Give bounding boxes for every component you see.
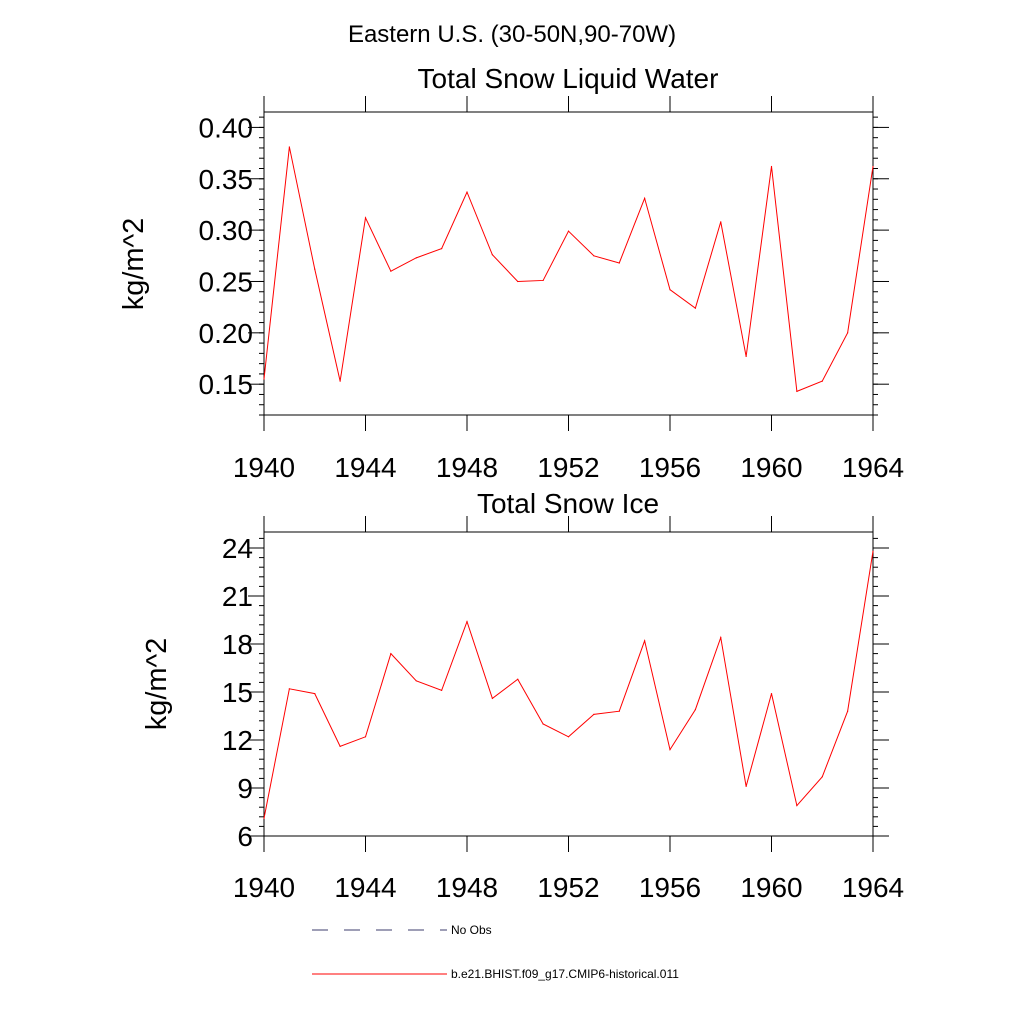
y-tick-label: 0.25 [199, 266, 254, 297]
data-point [644, 640, 646, 642]
panel-liquid-water: Total Snow Liquid Water kg/m^2 1940 1944 1… [118, 63, 904, 483]
data-point [339, 745, 341, 748]
x-tick-label: 1964 [842, 452, 904, 483]
legend-label: No Obs [451, 923, 492, 937]
legend-label: b.e21.BHIST.f09_g17.CMIP6-historical.011 [451, 967, 679, 981]
x-tick-label: 1956 [639, 872, 701, 903]
data-point [821, 380, 823, 382]
y-tick-label: 18 [222, 629, 253, 660]
data-point [567, 230, 570, 232]
legend-entry-no-obs: No Obs [312, 923, 492, 937]
data-point [872, 550, 874, 552]
data-point [872, 165, 874, 168]
x-tick-label: 1944 [334, 452, 396, 483]
data-point [821, 776, 823, 778]
y-tick-label: 0.30 [199, 215, 254, 246]
data-point [390, 653, 392, 655]
data-point [263, 378, 265, 380]
data-point [288, 688, 290, 690]
data-point [745, 785, 747, 788]
plot-area: 1940 1944 1948 1952 1956 1960 1964 6 9 12 15 18 21 24 [222, 516, 904, 903]
legend: No Obs b.e21.BHIST.f09_g17.CMIP6-histori… [312, 923, 679, 981]
y-tick-label: 6 [237, 821, 253, 852]
data-point [263, 817, 265, 820]
data-point [847, 710, 849, 712]
data-point [593, 255, 595, 257]
data-point [644, 197, 646, 199]
data-point [618, 710, 620, 712]
plot-frame [263, 531, 874, 837]
data-point [669, 749, 671, 751]
x-tick-label: 1960 [740, 872, 802, 903]
y-axis-label: kg/m^2 [141, 638, 173, 731]
data-point [770, 693, 773, 695]
data-point [669, 289, 671, 291]
data-point [339, 380, 341, 382]
data-point [847, 332, 849, 334]
data-point [466, 191, 468, 193]
x-tick-label: 1964 [842, 872, 904, 903]
x-tick-label: 1956 [639, 452, 701, 483]
data-point [441, 248, 443, 250]
legend-entry-model: b.e21.BHIST.f09_g17.CMIP6-historical.011 [312, 967, 679, 981]
x-tick-label: 1952 [537, 452, 599, 483]
y-tick-label: 0.35 [199, 164, 254, 195]
data-point [415, 680, 417, 682]
data-point [770, 165, 773, 168]
x-tick-label: 1944 [334, 872, 396, 903]
y-axis-label: kg/m^2 [118, 218, 150, 311]
data-point [694, 307, 696, 309]
y-tick-label: 12 [222, 725, 253, 756]
x-tick-label: 1952 [537, 872, 599, 903]
data-point [491, 697, 493, 700]
x-tick-label: 1960 [740, 452, 802, 483]
chart-title: Total Snow Liquid Water [418, 63, 719, 94]
data-point [390, 270, 392, 272]
plot-area: 1940 1944 1948 1952 1956 1960 1964 0.15 0.20 0.25… [199, 96, 904, 483]
data-point [796, 805, 798, 807]
y-tick-label: 15 [222, 677, 253, 708]
data-point [491, 254, 493, 256]
chart-title: Total Snow Ice [477, 488, 659, 519]
y-tick-label: 24 [222, 533, 253, 564]
x-tick-label: 1948 [436, 452, 498, 483]
data-point [517, 678, 519, 680]
panel-snow-ice: Total Snow Ice kg/m^2 1940 1944 1948 1952 19… [141, 488, 904, 903]
data-point [288, 146, 290, 148]
data-point [314, 693, 316, 695]
y-tick-label: 21 [222, 581, 253, 612]
plot-frame [263, 111, 874, 416]
data-point [364, 217, 367, 219]
y-tick-label: 0.20 [199, 318, 254, 349]
data-point [720, 221, 722, 223]
data-point [694, 709, 696, 711]
data-point [314, 268, 316, 270]
x-tick-label: 1940 [233, 452, 295, 483]
data-point [364, 736, 367, 738]
data-point [542, 279, 544, 282]
data-point [415, 257, 417, 259]
data-point [796, 390, 798, 392]
data-point [593, 713, 595, 716]
x-tick-label: 1940 [233, 872, 295, 903]
data-point [466, 621, 468, 623]
series-line [263, 551, 874, 819]
data-point [618, 262, 620, 264]
data-point [720, 637, 722, 639]
series-line [263, 146, 874, 393]
x-tick-label: 1948 [436, 872, 498, 903]
data-point [441, 689, 443, 692]
data-point [567, 736, 570, 738]
y-tick-label: 0.15 [199, 369, 254, 400]
y-tick-label: 9 [237, 773, 253, 804]
data-point [542, 723, 544, 725]
figure-title: Eastern U.S. (30-50N,90-70W) [348, 21, 676, 48]
y-tick-label: 0.40 [199, 112, 254, 143]
data-point [745, 355, 747, 358]
data-point [517, 280, 519, 283]
